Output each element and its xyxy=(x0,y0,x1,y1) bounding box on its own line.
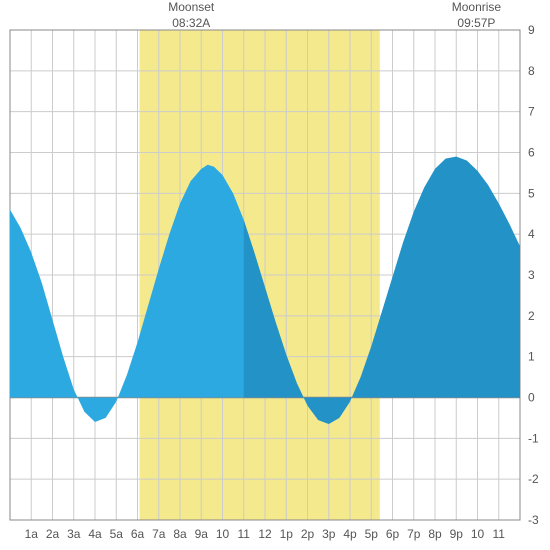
svg-text:8a: 8a xyxy=(173,527,187,541)
svg-text:7p: 7p xyxy=(407,527,421,541)
svg-text:7: 7 xyxy=(528,105,535,119)
svg-text:4a: 4a xyxy=(88,527,102,541)
moonset-time: 08:32A xyxy=(161,16,221,32)
svg-text:6p: 6p xyxy=(386,527,400,541)
svg-text:2p: 2p xyxy=(301,527,315,541)
svg-text:3p: 3p xyxy=(322,527,336,541)
svg-text:11: 11 xyxy=(238,527,251,541)
svg-text:3: 3 xyxy=(528,268,535,282)
chart-svg: -3-2-101234567891a2a3a4a5a6a7a8a9a101112… xyxy=(0,0,550,550)
svg-text:10: 10 xyxy=(471,527,485,541)
svg-text:12: 12 xyxy=(258,527,272,541)
svg-text:9a: 9a xyxy=(195,527,209,541)
svg-text:-1: -1 xyxy=(528,431,539,445)
svg-text:10: 10 xyxy=(216,527,230,541)
moonset-annotation: Moonset 08:32A xyxy=(161,0,221,31)
svg-text:7a: 7a xyxy=(152,527,166,541)
svg-text:5p: 5p xyxy=(365,527,379,541)
svg-text:6a: 6a xyxy=(131,527,145,541)
svg-text:2a: 2a xyxy=(46,527,60,541)
svg-text:9p: 9p xyxy=(450,527,464,541)
tide-chart: -3-2-101234567891a2a3a4a5a6a7a8a9a101112… xyxy=(0,0,550,550)
svg-text:8: 8 xyxy=(528,64,535,78)
svg-text:3a: 3a xyxy=(67,527,81,541)
svg-text:5: 5 xyxy=(528,186,535,200)
svg-text:6: 6 xyxy=(528,146,535,160)
svg-text:1: 1 xyxy=(528,350,535,364)
svg-text:9: 9 xyxy=(528,23,535,37)
svg-text:-3: -3 xyxy=(528,513,539,527)
svg-text:-2: -2 xyxy=(528,472,539,486)
svg-text:4p: 4p xyxy=(343,527,357,541)
svg-text:11: 11 xyxy=(493,527,506,541)
moonset-title: Moonset xyxy=(161,0,221,16)
moonrise-time: 09:57P xyxy=(446,16,506,32)
moonrise-title: Moonrise xyxy=(446,0,506,16)
svg-text:5a: 5a xyxy=(110,527,124,541)
svg-text:2: 2 xyxy=(528,309,535,323)
svg-text:8p: 8p xyxy=(428,527,442,541)
svg-text:4: 4 xyxy=(528,227,535,241)
svg-text:1a: 1a xyxy=(25,527,39,541)
svg-text:1p: 1p xyxy=(280,527,294,541)
moonrise-annotation: Moonrise 09:57P xyxy=(446,0,506,31)
svg-text:0: 0 xyxy=(528,391,535,405)
